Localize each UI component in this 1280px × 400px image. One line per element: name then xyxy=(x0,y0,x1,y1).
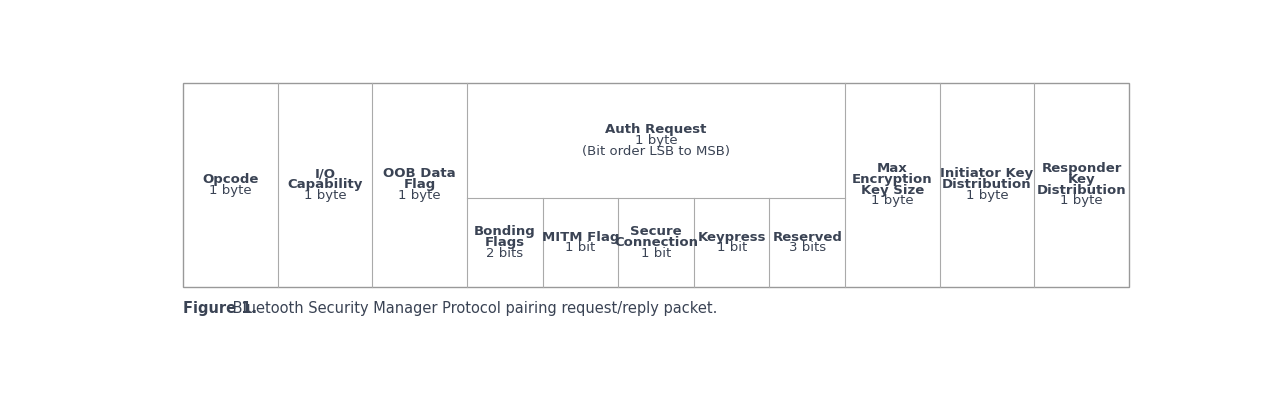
Text: Bonding: Bonding xyxy=(474,225,535,238)
Text: Encryption: Encryption xyxy=(852,173,933,186)
Text: Bluetooth Security Manager Protocol pairing request/reply packet.: Bluetooth Security Manager Protocol pair… xyxy=(228,301,718,316)
Text: Max: Max xyxy=(877,162,908,175)
Text: Distribution: Distribution xyxy=(1037,184,1126,196)
Text: Secure: Secure xyxy=(630,225,682,238)
Text: 3 bits: 3 bits xyxy=(788,241,826,254)
Text: I/O: I/O xyxy=(315,167,335,180)
Text: Flag: Flag xyxy=(403,178,435,191)
Text: 1 bit: 1 bit xyxy=(717,241,746,254)
Text: Key: Key xyxy=(1068,173,1096,186)
Text: 1 byte: 1 byte xyxy=(1060,194,1103,207)
Text: Connection: Connection xyxy=(614,236,698,249)
Text: OOB Data: OOB Data xyxy=(383,167,456,180)
Text: 1 byte: 1 byte xyxy=(872,194,914,207)
Text: (Bit order LSB to MSB): (Bit order LSB to MSB) xyxy=(582,145,730,158)
Text: Keypress: Keypress xyxy=(698,230,765,244)
Text: Figure 1.: Figure 1. xyxy=(183,301,257,316)
Text: 1 byte: 1 byte xyxy=(398,189,440,202)
Text: Flags: Flags xyxy=(485,236,525,249)
Bar xyxy=(183,83,1129,287)
Text: 2 bits: 2 bits xyxy=(486,247,524,260)
Text: 1 byte: 1 byte xyxy=(303,189,347,202)
Text: Opcode: Opcode xyxy=(202,173,259,186)
Text: Initiator Key: Initiator Key xyxy=(941,167,1033,180)
Text: Capability: Capability xyxy=(288,178,362,191)
Text: 1 byte: 1 byte xyxy=(209,184,252,196)
Text: 1 byte: 1 byte xyxy=(965,189,1009,202)
Text: Responder: Responder xyxy=(1042,162,1121,175)
Text: MITM Flag: MITM Flag xyxy=(541,230,620,244)
Text: Auth Request: Auth Request xyxy=(605,123,707,136)
Text: 1 bit: 1 bit xyxy=(641,247,671,260)
Text: Distribution: Distribution xyxy=(942,178,1032,191)
Text: Key Size: Key Size xyxy=(860,184,924,196)
Text: 1 byte: 1 byte xyxy=(635,134,677,147)
Text: 1 bit: 1 bit xyxy=(566,241,595,254)
Text: Reserved: Reserved xyxy=(772,230,842,244)
